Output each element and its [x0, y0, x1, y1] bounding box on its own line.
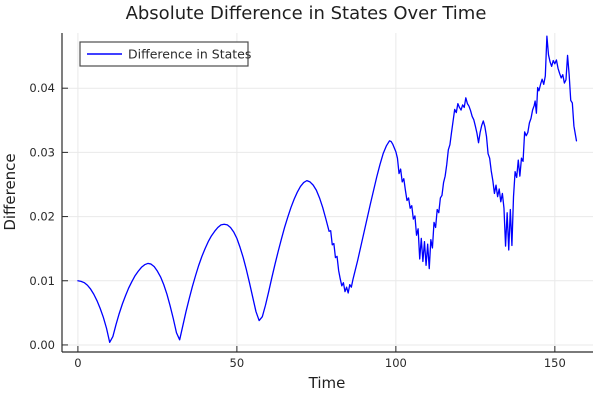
series-lines — [77, 35, 578, 344]
chart-title: Absolute Difference in States Over Time — [126, 3, 487, 24]
grid-lines — [62, 33, 593, 352]
x-axis-label: Time — [308, 374, 346, 392]
series-line — [77, 35, 578, 344]
axes: 0 50 100 150 0.00 0.01 0.02 0.03 0.04 — [29, 33, 593, 370]
y-tick-label: 0.04 — [29, 81, 55, 95]
x-tick-label: 50 — [230, 356, 245, 370]
x-tick-label: 150 — [544, 356, 566, 370]
legend-entry-label: Difference in States — [128, 47, 251, 62]
y-tick-label: 0.02 — [29, 210, 55, 224]
x-tick-label: 100 — [385, 356, 407, 370]
y-tick-label: 0.00 — [29, 338, 55, 352]
y-axis-label: Difference — [1, 153, 19, 230]
legend: Difference in States — [79, 41, 251, 67]
y-tick-label: 0.03 — [29, 145, 55, 159]
y-tick-label: 0.01 — [29, 274, 55, 288]
x-tick-label: 0 — [74, 356, 81, 370]
